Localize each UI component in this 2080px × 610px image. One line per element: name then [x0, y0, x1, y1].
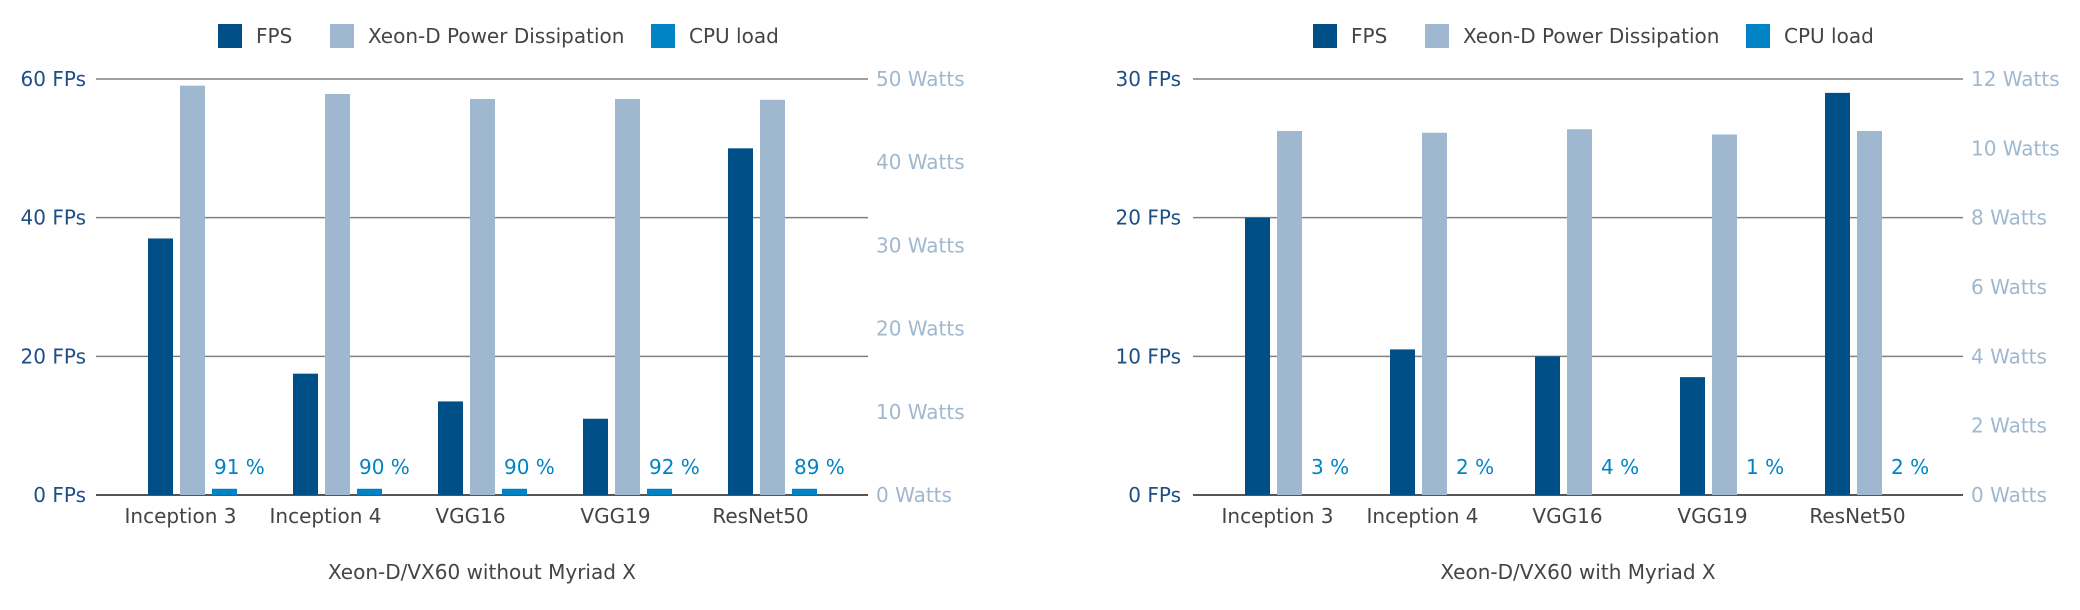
chart1-cpu-label: 89 %: [794, 455, 845, 479]
chart1-right-tick-label: 30 Watts: [876, 233, 965, 257]
chart2-cpu-label: 2 %: [1891, 455, 1929, 479]
chart1-left-tick-label: 40 FPs: [21, 206, 86, 230]
chart2-left-tick-label: 0 FPs: [1128, 483, 1181, 507]
chart2-power-bar: [1277, 131, 1302, 495]
chart2-category-label: VGG16: [1532, 504, 1602, 528]
chart2-power-bar: [1567, 129, 1592, 495]
chart1-right-tick-label: 40 Watts: [876, 150, 965, 174]
chart2-cpu-label: 1 %: [1746, 455, 1784, 479]
chart1-title: Xeon-D/VX60 without Myriad X: [328, 560, 636, 584]
chart1-right-tick-label: 0 Watts: [876, 483, 952, 507]
chart2-category-label: Inception 4: [1367, 504, 1479, 528]
chart1-cpu-label: 92 %: [649, 455, 700, 479]
chart1-right-tick-label: 50 Watts: [876, 67, 965, 91]
chart2-cpu-label: 2 %: [1456, 455, 1494, 479]
chart1-legend-label: FPS: [256, 24, 292, 48]
chart1-legend-label: CPU load: [689, 24, 779, 48]
chart1-cpu-bar: [212, 488, 237, 495]
chart2-fps-bar: [1390, 349, 1415, 495]
chart2-left-tick-label: 10 FPs: [1116, 344, 1181, 368]
chart1-left-tick-label: 0 FPs: [33, 483, 86, 507]
chart1-category-label: Inception 4: [270, 504, 382, 528]
chart1-cpu-bar: [357, 488, 382, 495]
chart2-legend-label: FPS: [1351, 24, 1387, 48]
chart1-fps-bar: [438, 401, 463, 495]
chart1-legend-swatch: [330, 24, 354, 48]
chart1-legend-swatch: [218, 24, 242, 48]
chart1-cpu-label: 90 %: [504, 455, 555, 479]
chart2-legend-swatch: [1425, 24, 1449, 48]
chart2-category-label: Inception 3: [1222, 504, 1334, 528]
chart2-right-tick-label: 10 Watts: [1971, 136, 2060, 160]
chart1-right-tick-label: 20 Watts: [876, 317, 965, 341]
chart1-power-bar: [760, 99, 785, 496]
chart2-right-tick-label: 2 Watts: [1971, 414, 2047, 438]
chart1-fps-bar: [728, 148, 753, 496]
chart2-left-tick-label: 30 FPs: [1116, 67, 1181, 91]
chart1-category-label: VGG19: [580, 504, 650, 528]
chart1-cpu-bar: [792, 488, 817, 495]
chart2-right-tick-label: 6 Watts: [1971, 275, 2047, 299]
chart2-legend-label: CPU load: [1784, 24, 1874, 48]
chart1-category-label: ResNet50: [712, 504, 808, 528]
chart2-legend-swatch: [1746, 24, 1770, 48]
chart2-power-bar: [1857, 131, 1882, 495]
chart1-left-tick-label: 60 FPs: [21, 67, 86, 91]
chart2-cpu-label: 4 %: [1601, 455, 1639, 479]
chart2-right-tick-label: 0 Watts: [1971, 483, 2047, 507]
chart2-category-label: VGG19: [1677, 504, 1747, 528]
chart1-power-bar: [325, 93, 350, 495]
chart2-legend-label: Xeon-D Power Dissipation: [1463, 24, 1719, 48]
chart1-legend-swatch: [651, 24, 675, 48]
chart1-category-label: VGG16: [435, 504, 505, 528]
chart1-cpu-bar: [647, 488, 672, 495]
chart2-fps-bar: [1680, 377, 1705, 495]
chart1-category-label: Inception 3: [125, 504, 237, 528]
chart2-right-tick-label: 12 Watts: [1971, 67, 2060, 91]
chart2-fps-bar: [1535, 356, 1560, 495]
chart1-fps-bar: [148, 238, 173, 495]
chart2-category-label: ResNet50: [1809, 504, 1905, 528]
chart1-power-bar: [180, 85, 205, 495]
chart2-left-tick-label: 20 FPs: [1116, 206, 1181, 230]
chart1-cpu-bar: [502, 488, 527, 495]
chart2-power-bar: [1422, 132, 1447, 495]
chart1-cpu-label: 91 %: [214, 455, 265, 479]
chart1-power-bar: [470, 98, 495, 495]
chart1-fps-bar: [583, 418, 608, 495]
chart1-power-bar: [615, 98, 640, 495]
chart2-fps-bar: [1825, 92, 1850, 495]
chart2-legend-swatch: [1313, 24, 1337, 48]
chart2-right-tick-label: 4 Watts: [1971, 344, 2047, 368]
chart1-legend-label: Xeon-D Power Dissipation: [368, 24, 624, 48]
chart2-title: Xeon-D/VX60 with Myriad X: [1440, 560, 1716, 584]
chart2-fps-bar: [1245, 217, 1270, 495]
chart1-right-tick-label: 10 Watts: [876, 400, 965, 424]
chart2-cpu-label: 3 %: [1311, 455, 1349, 479]
chart1-left-tick-label: 20 FPs: [21, 344, 86, 368]
chart1-fps-bar: [293, 373, 318, 495]
chart2-power-bar: [1712, 134, 1737, 495]
chart2-right-tick-label: 8 Watts: [1971, 206, 2047, 230]
chart1-cpu-label: 90 %: [359, 455, 410, 479]
